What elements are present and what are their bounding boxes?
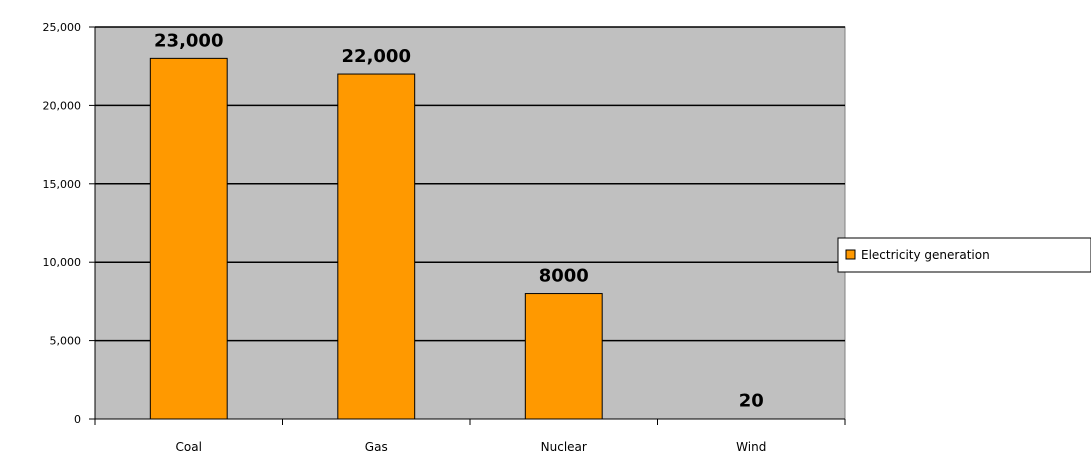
x-tick-label-nuclear: Nuclear bbox=[541, 440, 587, 454]
legend: Electricity generation bbox=[837, 237, 1091, 273]
y-tick-label: 5,000 bbox=[50, 335, 82, 348]
data-labels: 23,000 22,000 8000 20 bbox=[154, 30, 764, 411]
bars bbox=[149, 57, 603, 420]
y-tick-label: 25,000 bbox=[43, 21, 82, 34]
y-tick-label: 15,000 bbox=[43, 178, 82, 191]
x-axis-ticks: Coal Gas Nuclear Wind bbox=[94, 419, 846, 454]
legend-swatch bbox=[845, 249, 856, 260]
x-tick-label-wind: Wind bbox=[736, 440, 766, 454]
data-label-wind: 20 bbox=[739, 391, 764, 412]
y-tick-label: 10,000 bbox=[43, 256, 82, 269]
x-tick-label-coal: Coal bbox=[176, 440, 202, 454]
data-label-gas: 22,000 bbox=[342, 46, 411, 67]
bar-nuclear bbox=[524, 293, 603, 420]
y-axis-ticks: 0 5,000 10,000 15,000 20,000 25,000 bbox=[43, 21, 95, 426]
y-tick-label: 20,000 bbox=[43, 99, 82, 112]
legend-label: Electricity generation bbox=[861, 248, 990, 262]
data-label-coal: 23,000 bbox=[154, 30, 223, 51]
bar-coal bbox=[149, 57, 228, 420]
x-tick-label-gas: Gas bbox=[365, 440, 388, 454]
data-label-nuclear: 8000 bbox=[539, 266, 589, 287]
y-tick-label: 0 bbox=[74, 413, 81, 426]
bar-gas bbox=[337, 73, 416, 420]
legend-box bbox=[837, 237, 1091, 273]
